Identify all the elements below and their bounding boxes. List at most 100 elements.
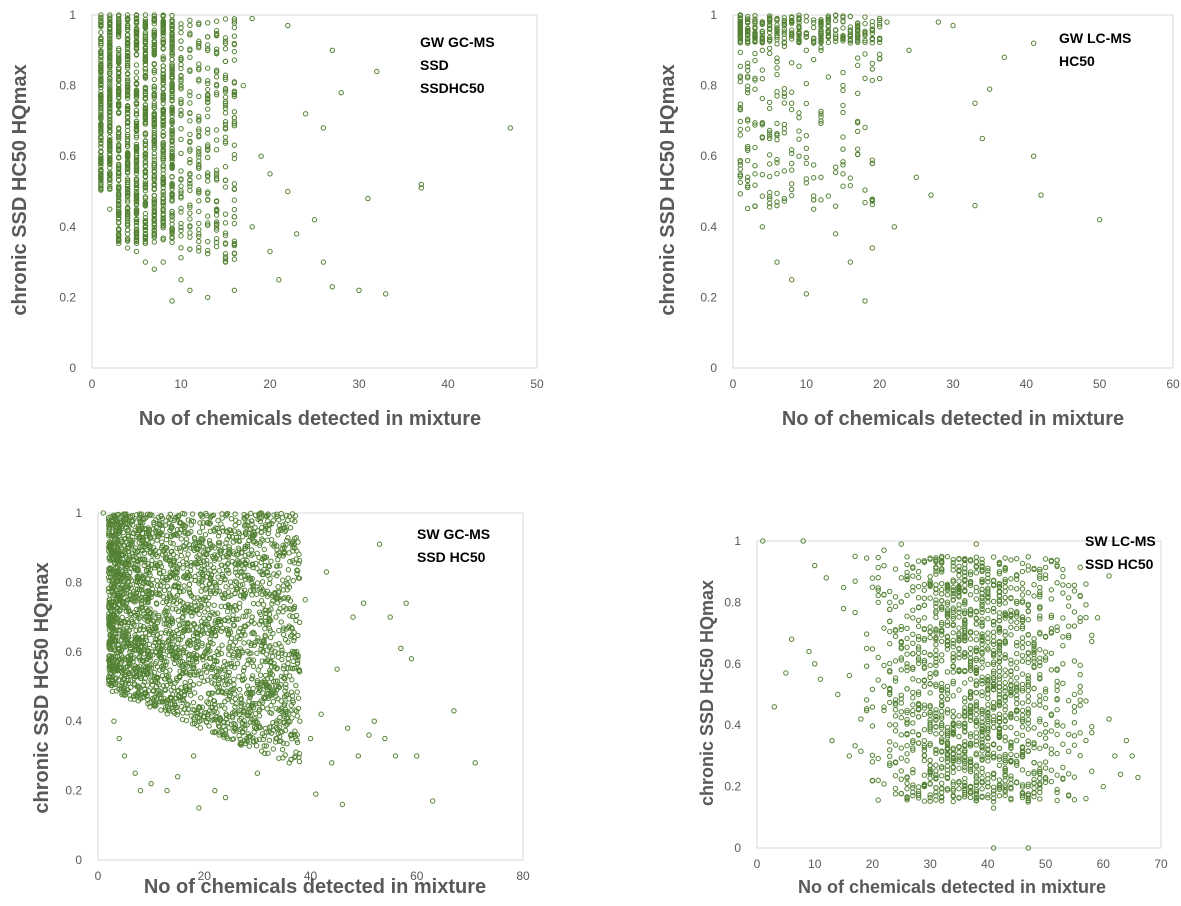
data-point (169, 105, 175, 111)
data-point (188, 692, 194, 698)
data-point (278, 527, 284, 534)
data-point (266, 527, 272, 533)
data-point (211, 602, 217, 608)
data-point (164, 704, 171, 710)
data-point (169, 641, 176, 648)
data-point (124, 138, 131, 144)
data-point (271, 543, 277, 549)
data-point (222, 138, 229, 145)
data-point (840, 183, 846, 189)
data-point (737, 118, 744, 125)
data-point (810, 197, 817, 203)
data-point (160, 19, 166, 25)
data-point (124, 214, 131, 220)
data-point (213, 137, 220, 143)
data-point (255, 601, 261, 607)
data-point (205, 42, 211, 48)
data-point (140, 658, 147, 665)
data-point (177, 668, 183, 675)
data-point (854, 151, 861, 158)
point-cloud (105, 510, 303, 765)
data-point (205, 144, 211, 150)
data-point (107, 64, 113, 71)
data-point (862, 124, 868, 131)
data-point (142, 106, 149, 112)
data-point (253, 560, 259, 567)
data-point (124, 62, 131, 69)
data-point (184, 701, 190, 707)
data-point (196, 681, 202, 687)
data-point (744, 73, 751, 79)
data-point (280, 631, 287, 638)
data-point (142, 90, 149, 97)
data-point (216, 646, 222, 652)
data-point (126, 660, 132, 666)
data-point (219, 515, 225, 521)
data-point (142, 119, 149, 125)
data-point (291, 637, 297, 644)
data-point (111, 520, 118, 527)
data-point (178, 38, 184, 44)
data-point (234, 584, 240, 591)
data-point (249, 521, 255, 527)
data-point (774, 156, 780, 163)
data-point (160, 122, 166, 129)
data-point (164, 583, 171, 589)
data-point (196, 61, 202, 67)
data-point (187, 118, 193, 124)
data-point (134, 573, 141, 580)
data-point (226, 725, 232, 731)
data-point (196, 174, 202, 180)
data-point (365, 195, 371, 202)
data-point (205, 700, 212, 707)
data-point (233, 616, 239, 623)
data-point (107, 19, 113, 25)
data-point (178, 29, 184, 36)
data-point (187, 148, 193, 154)
data-point (151, 700, 158, 707)
data-point (142, 675, 148, 682)
data-point (98, 12, 104, 18)
data-point (257, 586, 263, 592)
data-point (228, 721, 235, 728)
y-tick-label: 0.4 (65, 714, 82, 728)
data-point (162, 676, 168, 682)
data-point (117, 602, 123, 608)
data-point (284, 580, 290, 587)
data-point (122, 671, 129, 678)
data-point (205, 99, 211, 105)
data-point (136, 615, 142, 622)
data-point (108, 533, 114, 539)
data-point (163, 621, 170, 627)
data-point (215, 651, 222, 658)
data-point (98, 181, 104, 188)
data-point (151, 121, 158, 127)
data-point (244, 722, 250, 728)
x-tick-label: 30 (352, 377, 366, 391)
data-point (222, 119, 229, 125)
y-tick-label: 0.8 (59, 79, 76, 93)
data-point (196, 529, 203, 535)
data-point (196, 611, 202, 617)
data-point (744, 36, 751, 42)
data-point (178, 697, 184, 704)
annotation-label: SSD (420, 57, 449, 73)
data-point (285, 567, 292, 573)
data-point (142, 218, 149, 224)
data-point (271, 591, 277, 597)
data-point (737, 75, 744, 81)
data-point (752, 24, 758, 30)
data-point (124, 110, 131, 117)
data-point (211, 729, 218, 736)
data-point (133, 62, 140, 68)
data-point (112, 676, 119, 682)
data-point (230, 736, 237, 742)
data-point (744, 205, 751, 212)
x-tick-label: 30 (946, 377, 960, 391)
data-point (159, 639, 165, 645)
data-point (142, 141, 149, 147)
data-point (236, 686, 243, 693)
data-point (205, 197, 211, 203)
data-point (199, 704, 205, 710)
data-point (140, 639, 147, 645)
